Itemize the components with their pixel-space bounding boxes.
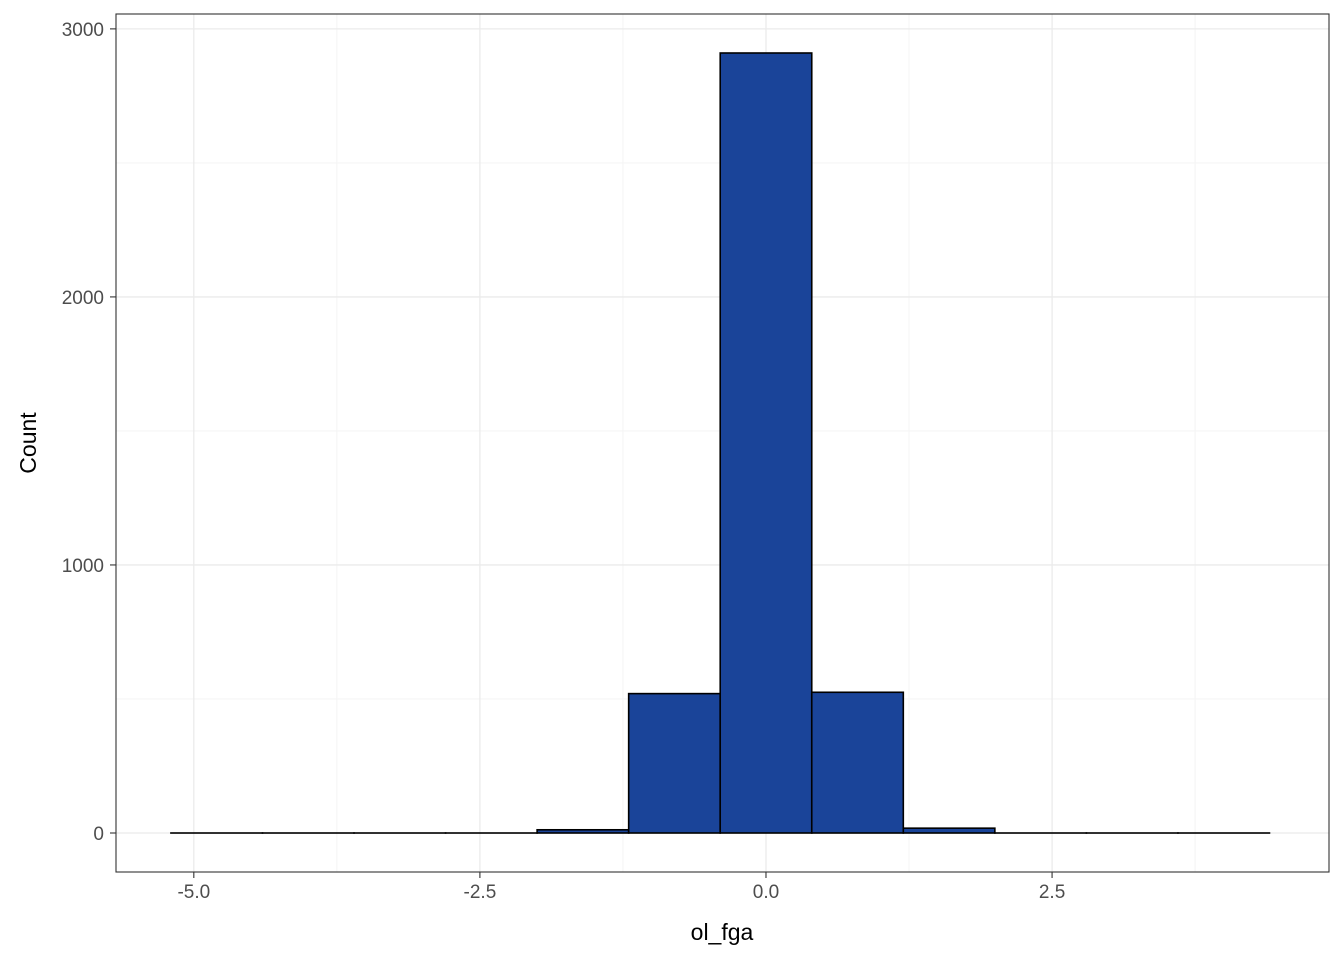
y-tick-label: 0 xyxy=(93,824,104,845)
x-tick-label: -5.0 xyxy=(177,882,210,903)
y-tick-label: 1000 xyxy=(62,556,104,577)
histogram-bar xyxy=(902,827,996,834)
histogram-bars xyxy=(170,52,1271,834)
panel-border xyxy=(115,13,1330,873)
y-tick-label: 2000 xyxy=(62,288,104,309)
histogram-bar xyxy=(810,691,905,834)
x-axis-ticks: -5.0 -2.5 0.0 2.5 xyxy=(177,872,1065,903)
x-tick-label: 2.5 xyxy=(1039,882,1065,903)
histogram-bar xyxy=(627,692,722,834)
histogram-bar xyxy=(536,828,630,834)
y-axis-ticks: 0 1000 2000 3000 xyxy=(62,20,116,845)
y-axis-title: Count xyxy=(15,412,41,474)
x-axis-title: ol_fga xyxy=(691,919,754,945)
histogram-bar xyxy=(719,52,813,834)
x-tick-label: -2.5 xyxy=(464,882,497,903)
y-tick-label: 3000 xyxy=(62,20,104,41)
x-tick-label: 0.0 xyxy=(753,882,779,903)
